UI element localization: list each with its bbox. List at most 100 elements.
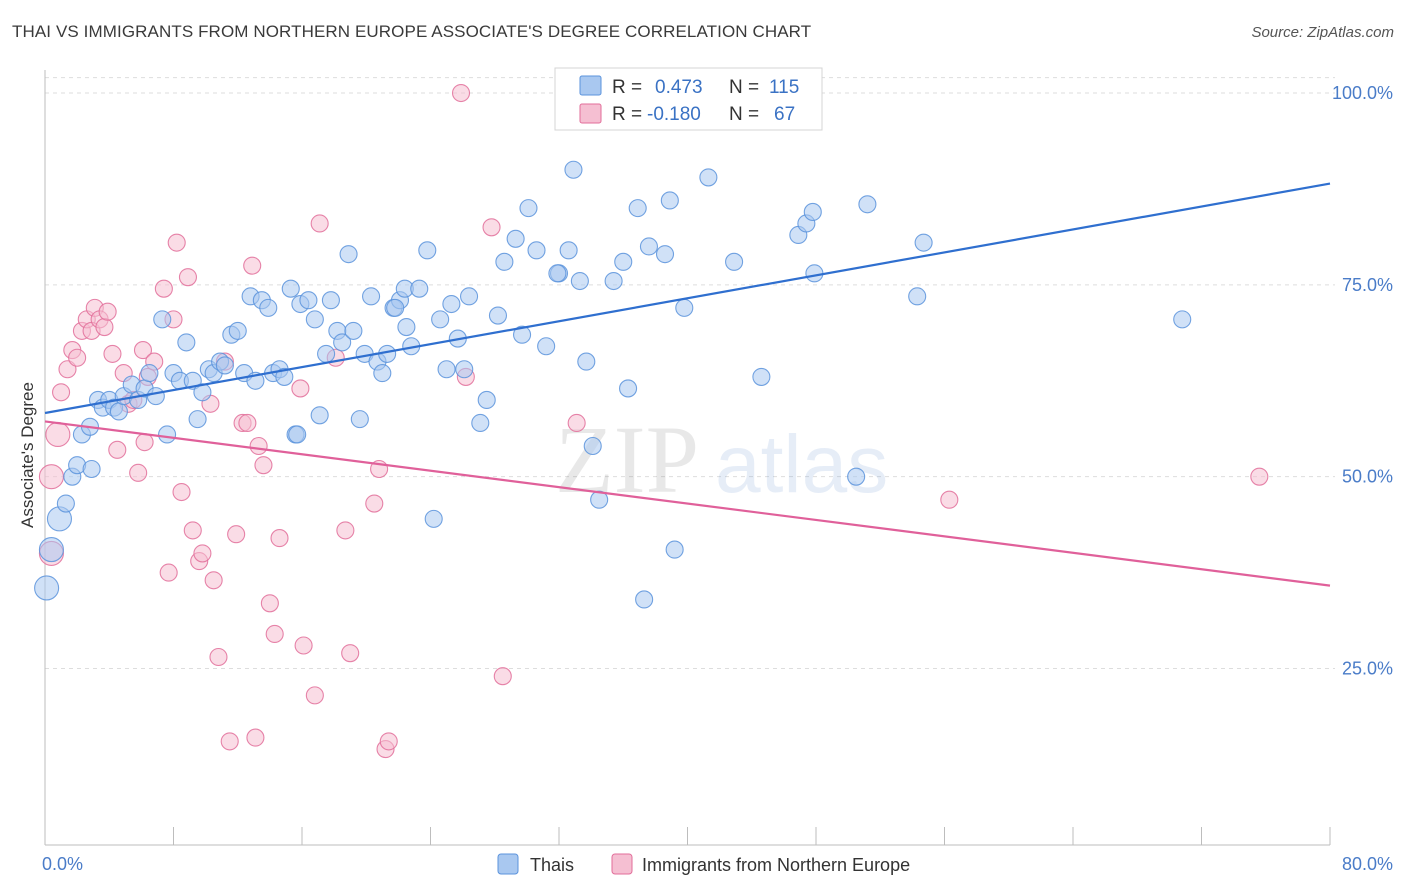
- thais-point-114: [548, 264, 567, 283]
- thais-point-76: [488, 306, 508, 325]
- thais-point-85: [564, 160, 583, 179]
- thais-point-68: [431, 310, 450, 329]
- chart-title: THAI VS IMMIGRANTS FROM NORTHERN EUROPE …: [12, 22, 812, 41]
- immigrants-point-48: [291, 379, 310, 398]
- tick-labels: 25.0% 50.0% 75.0% 100.0% 0.0% 80.0%: [42, 83, 1393, 874]
- stat-r-label-immigrants: R =: [612, 104, 642, 125]
- immigrants-point-13: [98, 302, 117, 321]
- thais-point-53: [344, 321, 363, 340]
- thais-point-3: [56, 494, 75, 513]
- thais-point-78: [506, 229, 525, 248]
- source-label: Source: ZipAtlas.com: [1251, 24, 1394, 41]
- thais-point-56: [362, 287, 381, 306]
- immigrants-point-54: [341, 644, 360, 663]
- thais-point-33: [228, 321, 247, 340]
- immigrants-point-3: [52, 383, 71, 402]
- immigrants-point-37: [220, 732, 239, 751]
- legend-label-thais: Thais: [530, 855, 574, 875]
- immigrants-point-19: [129, 463, 148, 482]
- thais-point-13: [109, 402, 128, 421]
- immigrants-point-58: [379, 732, 398, 751]
- thais-point-88: [583, 436, 602, 456]
- stats-box: R = 0.473 N = 115 R = -0.180 N = 67: [554, 67, 823, 131]
- immigrants-point-15: [108, 440, 127, 459]
- immigrants-point-35: [209, 647, 228, 667]
- thais-point-52: [339, 245, 358, 264]
- immigrants-point-46: [265, 624, 284, 644]
- immigrants-point-43: [249, 436, 268, 456]
- thais-point-112: [386, 298, 405, 317]
- immigrants-point-53: [336, 521, 355, 540]
- stat-r-value-immigrants: -0.180: [647, 104, 701, 125]
- immigrants-point-65: [1250, 467, 1269, 486]
- thais-point-95: [639, 237, 659, 256]
- thais-point-80: [519, 199, 538, 218]
- thais-point-38: [259, 298, 278, 317]
- immigrants-point-0: [38, 464, 64, 490]
- thais-point-107: [847, 467, 866, 486]
- thais-point-75: [477, 390, 496, 410]
- thais-point-70: [442, 294, 461, 314]
- immigrants-point-64: [940, 490, 959, 509]
- thais-point-0: [34, 575, 60, 601]
- thais-point-82: [537, 337, 556, 356]
- y-tick-label-1: 50.0%: [1342, 467, 1393, 487]
- thais-point-79: [513, 325, 532, 344]
- thais-point-77: [495, 252, 514, 271]
- thais-point-96: [655, 245, 675, 264]
- thais-point-19: [146, 387, 165, 406]
- immigrants-point-12: [95, 318, 114, 337]
- y-tick-label-3: 100.0%: [1332, 83, 1393, 103]
- thais-point-20: [153, 310, 172, 329]
- y-tick-label-0: 25.0%: [1342, 659, 1393, 679]
- thais-point-46: [305, 310, 324, 329]
- thais-point-66: [418, 241, 437, 260]
- immigrants-point-6: [68, 348, 87, 367]
- y-axis-label: Associate's Degree: [18, 382, 37, 528]
- thais-point-51: [333, 333, 352, 352]
- immigrants-point-32: [193, 544, 212, 563]
- legend-label-immigrants: Immigrants from Northern Europe: [642, 855, 910, 875]
- immigrants-point-50: [305, 686, 324, 705]
- thais-point-98: [665, 540, 684, 559]
- thais-point-1: [38, 537, 64, 563]
- stat-n-label-immigrants: N =: [729, 104, 759, 125]
- thais-point-106: [803, 202, 822, 222]
- thais-point-42: [281, 279, 300, 298]
- immigrants-point-59: [451, 83, 471, 103]
- thais-point-99: [675, 298, 694, 317]
- immigrants-point-40: [238, 413, 257, 433]
- stat-r-value-thais: 0.473: [655, 77, 703, 98]
- stat-n-label-thais: N =: [729, 77, 759, 98]
- thais-point-21: [158, 425, 177, 444]
- immigrants-point-21: [135, 433, 154, 452]
- thais-point-41: [275, 367, 294, 386]
- immigrants-point-62: [493, 667, 512, 686]
- thais-point-81: [527, 241, 546, 260]
- thais-point-102: [752, 367, 771, 386]
- x-tick-label-max: 80.0%: [1342, 854, 1393, 874]
- thais-point-65: [410, 279, 429, 298]
- thais-point-101: [725, 252, 744, 271]
- immigrants-point-42: [246, 728, 265, 747]
- thais-point-110: [908, 287, 927, 306]
- immigrants-point-47: [270, 529, 289, 548]
- thais-point-111: [1173, 310, 1192, 329]
- thais-point-109: [914, 233, 933, 252]
- thais-point-45: [299, 291, 318, 310]
- thais-point-54: [350, 410, 369, 429]
- immigrants-point-49: [294, 636, 313, 655]
- thais-point-26: [188, 410, 207, 429]
- trend-line-immigrants: [44, 420, 1331, 587]
- stat-r-label-thais: R =: [612, 77, 642, 98]
- immigrants-point-30: [183, 521, 202, 540]
- thais-point-7: [82, 459, 101, 479]
- legend-swatch-thais: [497, 853, 519, 875]
- thais-point-105: [805, 264, 824, 283]
- stat-swatch-immigrants: [579, 103, 602, 124]
- immigrants-point-63: [567, 413, 586, 433]
- immigrants-point-51: [310, 214, 329, 233]
- thais-point-73: [459, 287, 479, 306]
- thais-point-24: [177, 333, 196, 352]
